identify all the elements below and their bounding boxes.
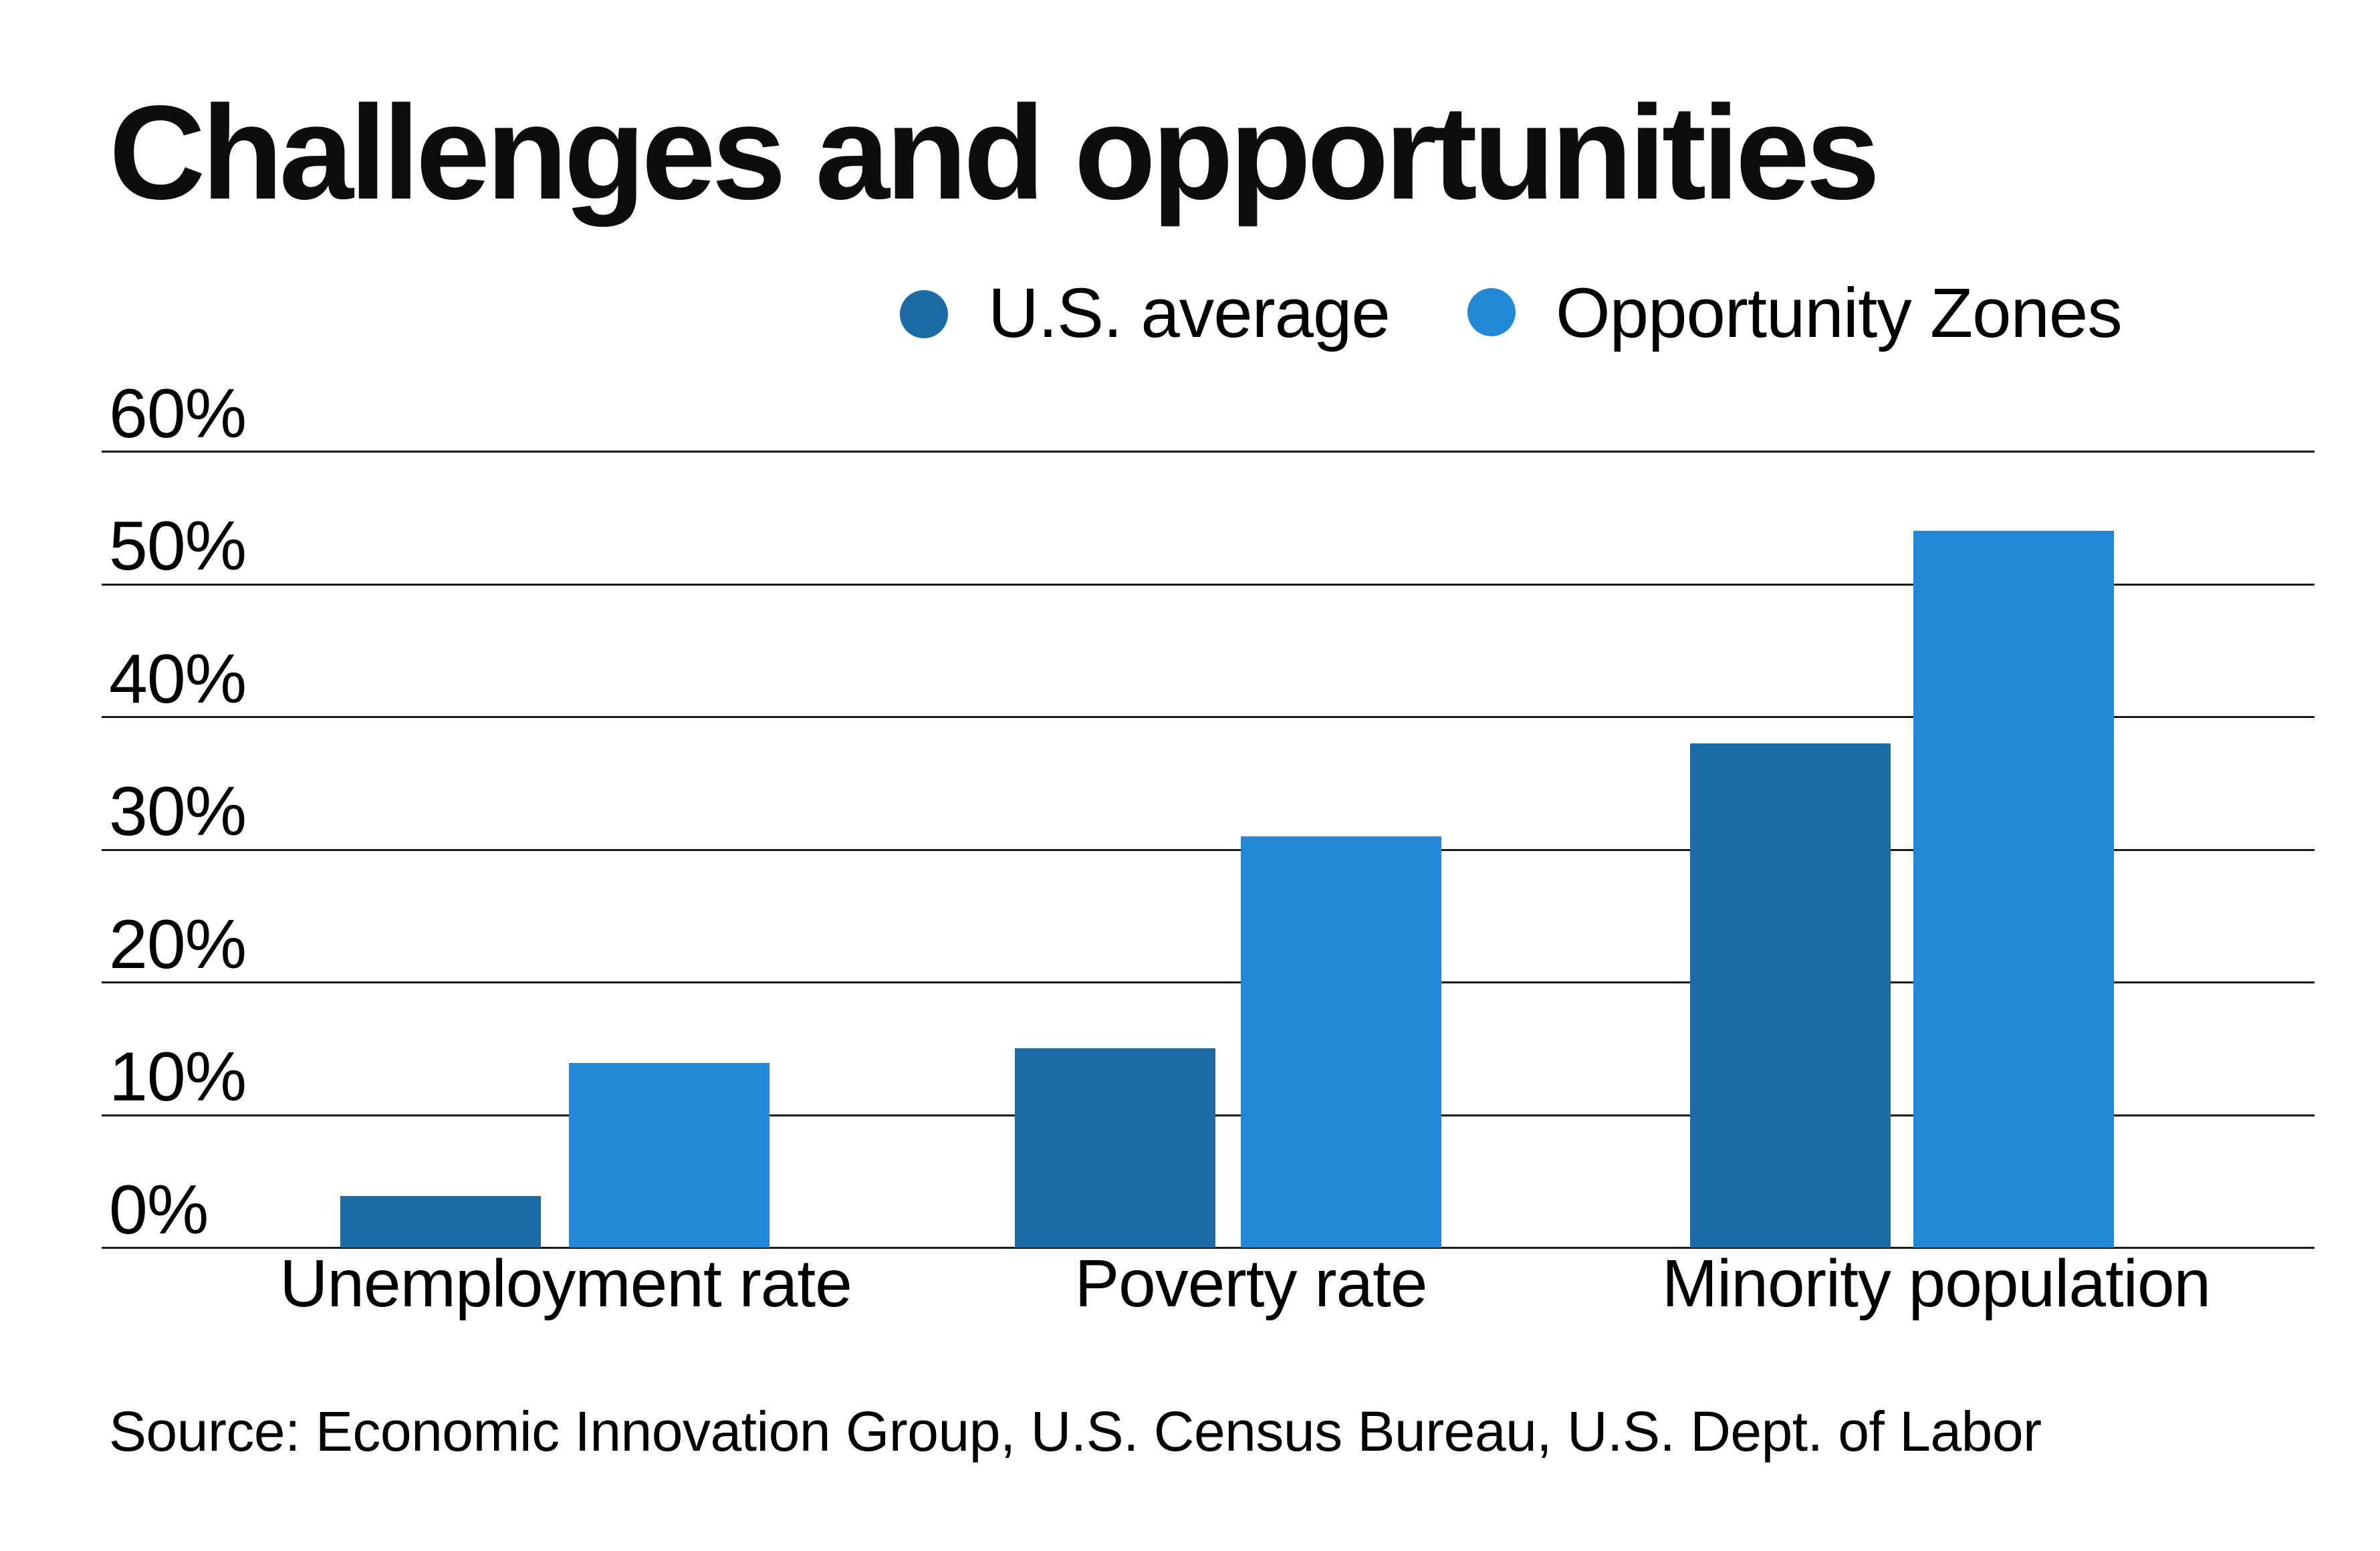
bar-u-s-average-poverty-rate <box>1015 1048 1215 1247</box>
source-note: Source: Economic Innovation Group, U.S. … <box>109 1400 2042 1463</box>
gridline-30% <box>102 848 2314 851</box>
x-axis-category-label-minority-population: Minority population <box>1661 1246 2211 1322</box>
x-axis-category-label-unemployment-rate: Unemployment rate <box>279 1246 852 1322</box>
bar-opportunity-zones-poverty-rate <box>1241 836 1441 1247</box>
bar-u-s-average-unemployment-rate <box>340 1195 541 1247</box>
legend-label-u-s-average: U.S. average <box>988 274 1391 353</box>
y-axis-tick-label-0%: 0% <box>109 1171 209 1249</box>
gridline-20% <box>102 981 2314 983</box>
legend-swatch-opportunity-zones-icon <box>1467 288 1516 336</box>
x-axis-category-label-poverty-rate: Poverty rate <box>1074 1246 1427 1322</box>
y-axis-tick-label-50%: 50% <box>109 507 247 586</box>
bar-opportunity-zones-minority-population <box>1913 531 2114 1247</box>
bar-opportunity-zones-unemployment-rate <box>569 1063 769 1247</box>
y-axis-tick-label-20%: 20% <box>109 905 247 983</box>
gridline-40% <box>102 716 2314 718</box>
y-axis-tick-label-30%: 30% <box>109 773 247 851</box>
y-axis-tick-label-10%: 10% <box>109 1038 247 1116</box>
gridline-0% <box>102 1247 2314 1249</box>
gridline-60% <box>102 451 2314 453</box>
y-axis-tick-label-40%: 40% <box>109 640 247 718</box>
chart-title: Challenges and opportunities <box>109 78 1880 227</box>
gridline-50% <box>102 583 2314 586</box>
bar-u-s-average-minority-population <box>1690 743 1891 1247</box>
legend-swatch-u-s-average-icon <box>900 290 948 338</box>
legend-label-opportunity-zones: Opportunity Zones <box>1556 274 2123 353</box>
y-axis-tick-label-60%: 60% <box>109 374 247 453</box>
